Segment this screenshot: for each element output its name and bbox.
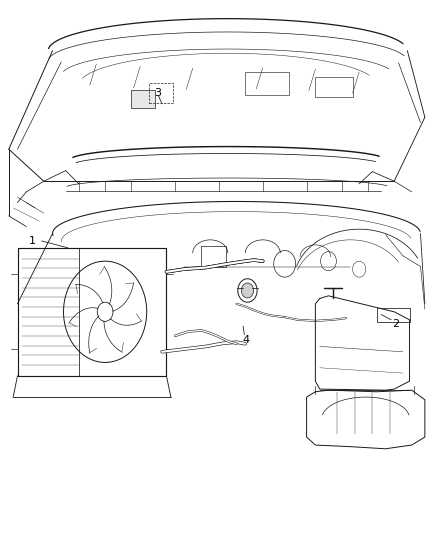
Bar — [315, 77, 353, 97]
Bar — [377, 308, 410, 322]
Circle shape — [97, 302, 113, 321]
Text: 1: 1 — [28, 236, 35, 246]
Text: 2: 2 — [392, 319, 399, 329]
Bar — [245, 72, 289, 95]
Text: 4: 4 — [242, 335, 249, 344]
Bar — [201, 246, 226, 266]
Bar — [131, 90, 155, 108]
Text: 3: 3 — [154, 88, 161, 98]
Bar — [149, 83, 173, 103]
Circle shape — [241, 283, 254, 298]
